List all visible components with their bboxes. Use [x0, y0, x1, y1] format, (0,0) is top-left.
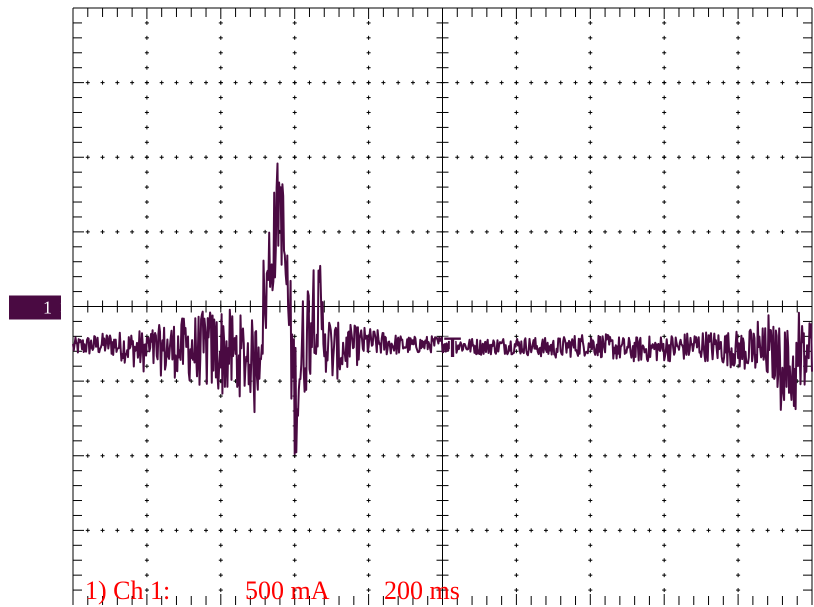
channel-marker-arrow: >: [60, 298, 70, 318]
channel-1-trace: [72, 162, 813, 456]
horizontal-scale-value: 200 ms: [384, 576, 460, 605]
channel-1-ground-marker: 1 >: [9, 295, 70, 320]
channel-marker-label: 1: [43, 298, 52, 318]
trace-layer: [72, 162, 813, 456]
channel-marker-box: [9, 295, 61, 320]
trigger-glyph: T: [443, 331, 461, 364]
trigger-marker: T: [443, 331, 462, 365]
vertical-scale-value: 500 mA: [245, 576, 330, 605]
scale-readout: 1) Ch 1: 500 mA 200 ms: [85, 576, 460, 605]
channel-scale-label: 1) Ch 1:: [85, 576, 170, 605]
graticule: [72, 7, 813, 605]
